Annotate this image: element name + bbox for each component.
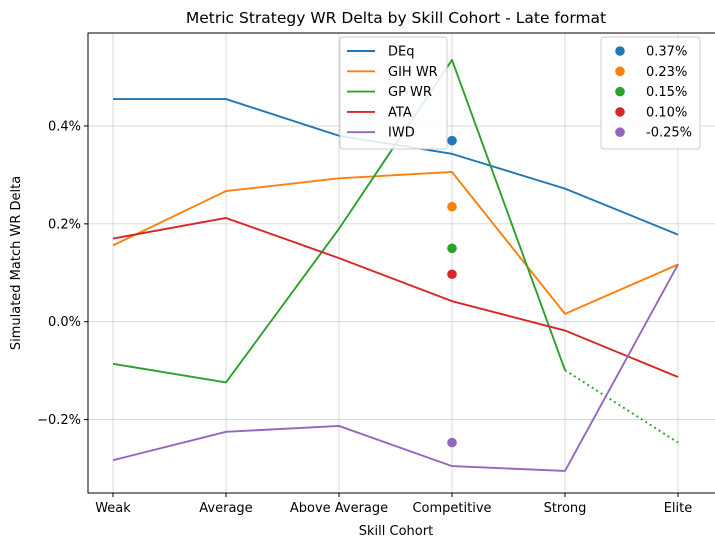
marker-point — [447, 437, 457, 448]
y-tick-label: 0.0% — [48, 315, 81, 330]
legend-line-label: ATA — [388, 105, 412, 120]
legend-lines-box — [339, 36, 448, 150]
x-axis-ticks: Weak Average Above Average Competitive Stron… — [95, 493, 692, 516]
x-tick-label: Strong — [544, 501, 587, 516]
y-tick-label: 0.4% — [48, 119, 81, 134]
legend-marker-label: 0.10% — [646, 105, 687, 120]
legend-marker-label: 0.15% — [646, 85, 687, 100]
legend-lines: DEq GIH WR GP WR ATA IWD — [339, 36, 448, 150]
legend-marker-label: -0.25% — [646, 126, 692, 141]
x-tick-label: Elite — [664, 501, 693, 516]
x-axis-label: Skill Cohort — [359, 524, 433, 539]
legend-line-label: GIH WR — [388, 65, 438, 80]
plot-frame — [87, 32, 715, 494]
series-line-ata — [112, 217, 679, 378]
marker-points — [447, 135, 457, 448]
x-tick-label: Above Average — [290, 501, 388, 516]
x-tick-label: Competitive — [412, 501, 491, 516]
series-lines — [112, 58, 679, 472]
x-tick-label: Weak — [95, 501, 131, 516]
marker-point — [447, 201, 457, 212]
legend-marker-swatch — [615, 46, 625, 56]
marker-point — [447, 269, 457, 280]
legend-marker-swatch — [615, 66, 625, 77]
y-tick-label: −0.2% — [37, 413, 81, 428]
x-tick-label: Average — [199, 501, 252, 516]
series-line-gp-wr-dotted — [564, 369, 679, 444]
legend-marker-label: 0.23% — [646, 65, 687, 80]
legend-marker-swatch — [615, 86, 625, 97]
y-tick-label: 0.2% — [48, 217, 81, 232]
legend-markers-box — [600, 36, 701, 150]
series-line-iwd — [112, 264, 679, 472]
legend-markers: 0.37% 0.23% 0.15% 0.10% -0.25% — [600, 36, 701, 150]
legend-line-label: GP WR — [388, 85, 432, 100]
chart-title: Metric Strategy WR Delta by Skill Cohort… — [186, 9, 606, 27]
legend-marker-swatch — [615, 107, 625, 117]
y-axis-ticks: −0.2% 0.0% 0.2% 0.4% — [37, 119, 88, 428]
y-axis-label: Simulated Match WR Delta — [9, 176, 24, 350]
marker-point — [447, 135, 457, 146]
legend-marker-label: 0.37% — [646, 45, 687, 60]
legend-line-label: IWD — [388, 126, 415, 141]
legend-line-label: DEq — [388, 45, 414, 60]
series-line-gih-wr — [112, 171, 679, 315]
legend-marker-swatch — [615, 127, 625, 137]
marker-point — [447, 243, 457, 254]
series-line-gp-wr — [112, 58, 566, 384]
